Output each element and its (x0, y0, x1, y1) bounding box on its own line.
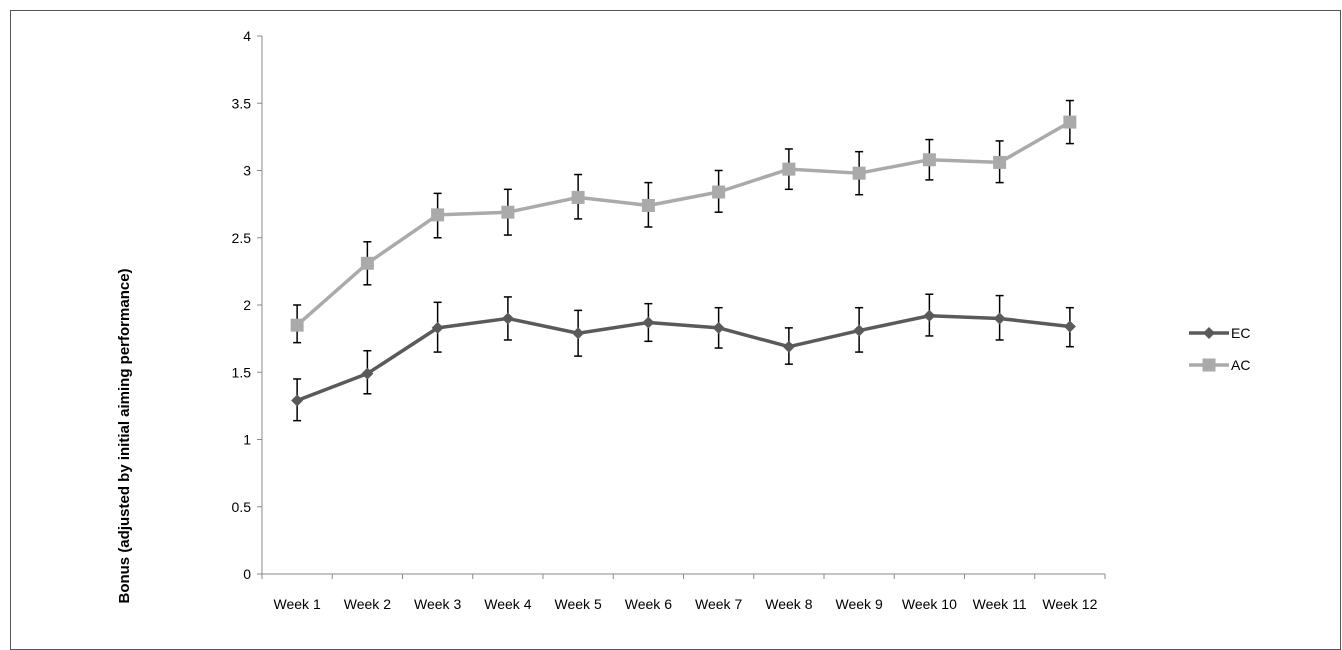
data-point-ac (852, 166, 866, 180)
x-tick-label: Week 3 (414, 596, 461, 612)
data-point-ac (431, 208, 445, 222)
x-tick-label: Week 2 (344, 596, 391, 612)
y-axis-title: Bonus (adjusted by initial aiming perfor… (116, 268, 133, 603)
data-point-ac (712, 185, 726, 199)
data-point-ac (501, 205, 515, 219)
data-point-ac (360, 256, 374, 270)
data-point-ec (361, 367, 374, 380)
y-tick-label: 3.5 (232, 95, 252, 111)
x-tick-label: Week 9 (836, 596, 883, 612)
data-point-ec (782, 340, 795, 353)
data-point-ac (922, 153, 936, 167)
data-point-ac (782, 162, 796, 176)
data-point-ec (431, 321, 444, 334)
y-tick-label: 2 (243, 297, 251, 313)
data-point-ac (571, 190, 585, 204)
legend-swatch-marker (1202, 358, 1216, 372)
series-line-ac (295, 120, 1071, 327)
data-point-ac (290, 318, 304, 332)
y-tick-label: 1.5 (232, 364, 252, 380)
chart-frame: 0 0.5 1 1.5 2 2.5 3 3.5 4 Week 1 Week 2 Week 3 Week … (10, 10, 1341, 650)
y-tick-label: 1 (243, 432, 251, 448)
x-tick-label: Week 1 (274, 596, 321, 612)
legend-label: AC (1231, 357, 1250, 373)
x-tick-label: Week 6 (625, 596, 672, 612)
data-point-ec (1063, 320, 1076, 333)
data-point-ec (291, 394, 304, 407)
x-tick-label: Week 8 (765, 596, 812, 612)
legend-label: EC (1231, 325, 1250, 341)
legend-swatch-marker (1203, 327, 1215, 339)
data-point-ac (641, 198, 655, 212)
data-point-ec (572, 327, 585, 340)
data-point-ec (712, 321, 725, 334)
data-point-ec (923, 309, 936, 322)
x-tick-label: Week 12 (1042, 596, 1097, 612)
x-tick-label: Week 5 (555, 596, 602, 612)
data-point-ac (993, 155, 1007, 169)
data-point-ec (501, 312, 514, 325)
x-tick-label: Week 4 (484, 596, 531, 612)
data-point-ec (642, 316, 655, 329)
y-tick-label: 3 (243, 163, 251, 179)
y-tick-label: 2.5 (232, 230, 252, 246)
series-line-ec (296, 314, 1071, 403)
y-tick-label: 4 (243, 28, 251, 44)
x-tick-label: Week 11 (973, 596, 1027, 612)
y-tick-label: 0 (243, 566, 251, 582)
data-point-ec (993, 312, 1006, 325)
x-tick-label: Week 10 (902, 596, 957, 612)
data-point-ec (853, 324, 866, 337)
x-tick-label: Week 7 (695, 596, 742, 612)
data-point-ac (1063, 115, 1077, 129)
y-tick-label: 0.5 (232, 499, 252, 515)
line-chart: 0 0.5 1 1.5 2 2.5 3 3.5 4 Week 1 Week 2 Week 3 Week … (116, 28, 1250, 612)
